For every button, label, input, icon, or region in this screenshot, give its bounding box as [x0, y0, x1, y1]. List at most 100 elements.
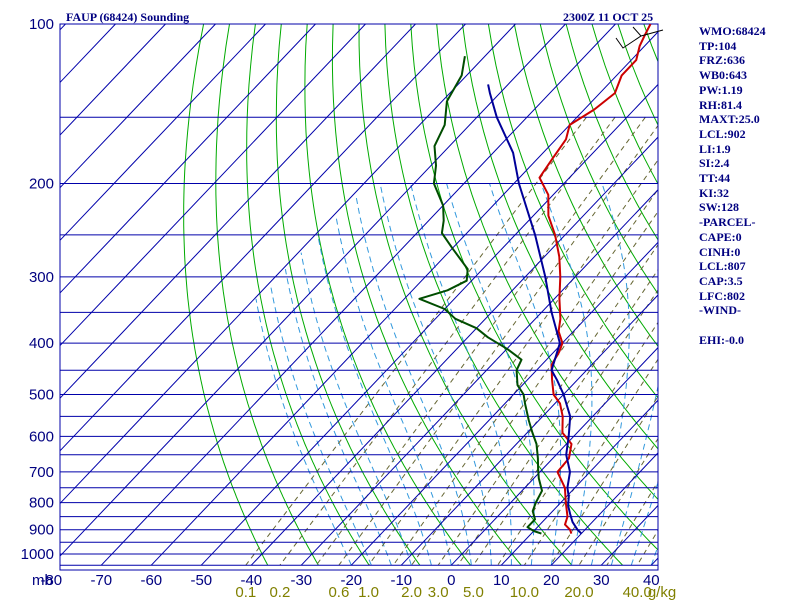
index-5: RH:81.4 [699, 97, 742, 112]
mixing-ratio-line [457, 268, 658, 566]
temperature-profile [538, 24, 652, 534]
moist-adiabat [410, 183, 512, 566]
moist-adiabat [489, 183, 562, 566]
pressure-label: 800 [29, 495, 54, 512]
index-6: MAXT:25.0 [699, 112, 760, 127]
index-10: TT:44 [699, 171, 731, 186]
isotherm [550, 452, 658, 566]
dewpoint-profile [418, 56, 543, 535]
chart-title: FAUP (68424) Sounding [66, 10, 190, 24]
index-17: CAP:3.5 [699, 273, 743, 288]
temperature-label: 30 [593, 572, 610, 589]
mixing-ratio-line [549, 395, 658, 566]
isotherm [300, 189, 658, 566]
moist-adiabat [630, 480, 658, 566]
index-7: LCL:902 [699, 126, 746, 141]
isotherm [500, 399, 658, 566]
dry-adiabat [183, 24, 269, 566]
mixing-ratio-label: 20.0 [564, 584, 593, 600]
mixing-ratio-label: 40.0 [623, 584, 652, 600]
index-0: WMO:68424 [699, 24, 766, 38]
index-18: LFC:802 [699, 288, 745, 303]
pressure-label: 1000 [21, 546, 54, 563]
parcel-profile [487, 84, 583, 535]
pressure-label: 400 [29, 335, 54, 352]
dry-adiabat [513, 24, 658, 348]
dry-adiabat [246, 24, 370, 566]
pressure-label: 900 [29, 522, 54, 539]
isotherm [60, 24, 466, 452]
dry-adiabat [773, 24, 800, 565]
isotherm [350, 241, 658, 566]
index-1: TP:104 [699, 38, 737, 53]
moist-adiabat [379, 183, 492, 566]
temperature-label: -70 [90, 572, 112, 589]
valid-time: 2300Z 11 OCT 25 [563, 10, 654, 24]
index-15: CINH:0 [699, 244, 741, 259]
mixing-ratio-line [315, 117, 646, 566]
dry-adiabat [462, 24, 658, 450]
moist-adiabat [317, 234, 432, 566]
isotherm [60, 24, 216, 189]
temperature-label: -50 [190, 572, 212, 589]
dry-adiabat [539, 24, 658, 295]
isotherm [60, 24, 66, 31]
mixing-ratio-line [245, 116, 587, 566]
moist-adiabat [540, 183, 593, 566]
index-3: WB0:643 [699, 68, 747, 83]
index-8: LI:1.9 [699, 141, 731, 156]
index-9: SI:2.4 [699, 156, 730, 171]
mixing-ratio-label: 5.0 [463, 584, 484, 600]
indices-panel: WMO:68424 TP:104 FRZ:636 WB0:643 PW:1.19 RH:8… [699, 24, 766, 347]
temperature-label: -10 [390, 572, 412, 589]
pressure-label: 100 [29, 16, 54, 33]
dry-adiabat [436, 24, 658, 501]
mixing-ratio-label: 0.2 [269, 584, 290, 600]
temperature-label: 40 [643, 572, 660, 589]
mixing-ratio-line [437, 243, 658, 566]
pressure-unit-label: mb [32, 572, 53, 589]
isotherm [60, 24, 316, 294]
plot-area [60, 24, 658, 570]
isotherm [250, 136, 658, 566]
isotherm [200, 83, 658, 566]
pressure-label: 700 [29, 464, 54, 481]
temperature-label: -60 [140, 572, 162, 589]
isotherm [60, 24, 416, 399]
mixing-ratio-label: 0.6 [328, 584, 349, 600]
index-19: -WIND- [699, 303, 741, 318]
background-lines [60, 24, 800, 566]
temperature-label: -20 [340, 572, 362, 589]
moist-adiabat [335, 215, 452, 566]
mixing-ratio-label: 1.0 [358, 584, 379, 600]
index-21: EHI:-0.0 [699, 332, 744, 347]
mixing-ratio-line [338, 124, 658, 566]
pressure-label: 200 [29, 176, 54, 193]
isotherm [100, 24, 616, 566]
temperature-label: 0 [447, 572, 455, 589]
temperature-label: 20 [543, 572, 560, 589]
pressure-label: 500 [29, 387, 54, 404]
dry-adiabat [331, 24, 522, 566]
dry-adiabat [384, 24, 623, 566]
mixing-ratio-label: 10.0 [510, 584, 539, 600]
pressure-label: 300 [29, 269, 54, 286]
mixing-ratio-label: 2.0 [401, 584, 422, 600]
temperature-label: -30 [290, 572, 312, 589]
index-12: SW:128 [699, 200, 740, 215]
isotherm [60, 24, 566, 557]
moist-adiabat [270, 284, 372, 566]
isotherm [60, 24, 516, 505]
moist-adiabat [355, 194, 472, 566]
index-14: CAPE:0 [699, 229, 742, 244]
grid-lines [59, 23, 659, 571]
isotherm [60, 24, 166, 136]
mixing-ratio-line [411, 210, 658, 566]
isotherm [150, 31, 658, 566]
mixing-ratio-label: 0.1 [235, 584, 256, 600]
isotherm [60, 24, 266, 242]
temperature-label: -80 [40, 572, 62, 589]
temperature-label: -40 [240, 572, 262, 589]
mixing-ratio-line [279, 117, 616, 566]
index-11: KI:32 [699, 185, 729, 200]
